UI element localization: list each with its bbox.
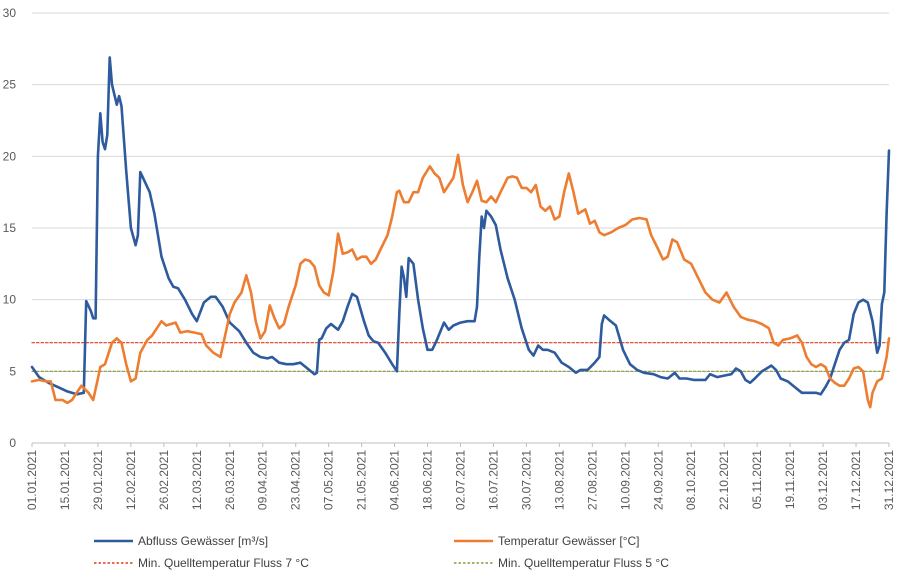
legend-label: Min. Quelltemperatur Fluss 7 °C <box>138 556 309 570</box>
x-tick-label: 03.12.2021 <box>816 450 830 510</box>
x-tick-label: 02.07.2021 <box>454 450 468 510</box>
x-axis-ticks: 01.01.2021 15.01.2021 29.01.2021 12.02.2021… <box>25 443 896 510</box>
legend-label: Temperatur Gewässer [°C] <box>498 534 640 548</box>
data-series <box>30 56 891 409</box>
y-tick-label: 0 <box>9 436 16 450</box>
x-tick-label: 12.03.2021 <box>190 450 204 510</box>
x-tick-label: 30.07.2021 <box>519 450 533 510</box>
gridlines <box>32 12 889 444</box>
y-tick-label: 30 <box>3 6 17 20</box>
x-tick-label: 18.06.2021 <box>421 450 435 510</box>
y-tick-label: 5 <box>9 364 16 378</box>
x-tick-label: 24.09.2021 <box>651 450 665 510</box>
legend-label: Min. Quelltemperatur Fluss 5 °C <box>498 556 669 570</box>
x-tick-label: 13.08.2021 <box>552 450 566 510</box>
x-tick-label: 29.01.2021 <box>91 450 105 510</box>
x-tick-label: 26.02.2021 <box>157 450 171 510</box>
legend-label: Abfluss Gewässer [m³/s] <box>138 534 268 548</box>
series-line-1 <box>30 153 891 409</box>
x-tick-label: 22.10.2021 <box>717 450 731 510</box>
y-tick-label: 25 <box>3 78 17 92</box>
x-tick-label: 17.12.2021 <box>849 450 863 510</box>
x-tick-label: 08.10.2021 <box>684 450 698 510</box>
x-tick-label: 26.03.2021 <box>223 450 237 510</box>
series-line-0 <box>30 56 891 396</box>
y-axis-ticks: 0 5 10 15 20 25 30 <box>3 6 17 450</box>
x-tick-label: 16.07.2021 <box>486 450 500 510</box>
y-tick-label: 10 <box>3 293 17 307</box>
y-tick-label: 20 <box>3 149 17 163</box>
x-tick-label: 19.11.2021 <box>783 450 797 509</box>
reference-lines <box>31 342 890 372</box>
x-tick-label: 01.01.2021 <box>25 450 39 510</box>
x-tick-label: 04.06.2021 <box>388 450 402 510</box>
x-tick-label: 31.12.2021 <box>882 450 896 510</box>
x-tick-label: 27.08.2021 <box>585 450 599 510</box>
x-tick-label: 09.04.2021 <box>256 450 270 510</box>
x-tick-label: 23.04.2021 <box>289 450 303 510</box>
x-tick-label: 21.05.2021 <box>355 450 369 510</box>
x-tick-label: 15.01.2021 <box>58 450 72 510</box>
legend: Abfluss Gewässer [m³/s] Temperatur Gewäss… <box>94 534 669 570</box>
x-tick-label: 10.09.2021 <box>618 450 632 510</box>
y-tick-label: 15 <box>3 221 17 235</box>
x-tick-label: 07.05.2021 <box>322 450 336 510</box>
x-tick-label: 05.11.2021 <box>750 450 764 509</box>
x-tick-label: 12.02.2021 <box>124 450 138 510</box>
